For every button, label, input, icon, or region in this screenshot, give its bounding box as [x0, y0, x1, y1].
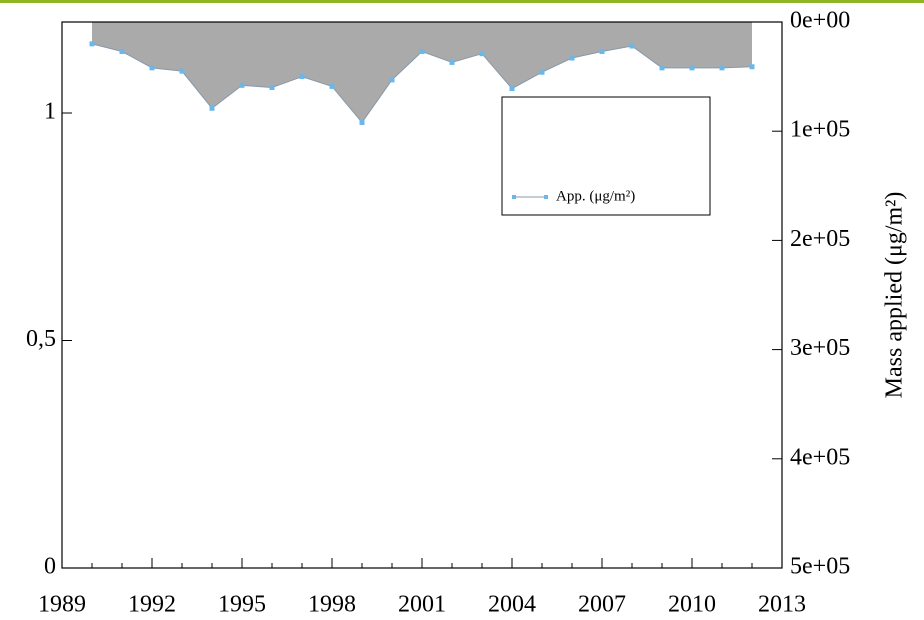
y2-axis-label: Mass applied (μg/m²) [882, 192, 908, 399]
point [749, 64, 755, 70]
y2-tick-label: 4e+05 [790, 444, 850, 470]
point [719, 65, 725, 71]
area [92, 22, 752, 123]
x-tick-label: 2013 [758, 592, 806, 618]
point [149, 65, 155, 71]
top-bar [0, 0, 924, 3]
y2-tick-label: 5e+05 [790, 554, 850, 580]
point [359, 119, 365, 125]
legend-marker [544, 195, 548, 199]
y-tick-label: 0 [44, 554, 56, 580]
point [479, 51, 485, 57]
point [569, 55, 575, 61]
y2-tick-label: 2e+05 [790, 226, 850, 252]
point [659, 65, 665, 71]
x-tick-label: 2010 [668, 592, 716, 618]
point [689, 65, 695, 71]
legend: App. (μg/m²) [501, 96, 711, 216]
point [89, 41, 95, 47]
x-tick-label: 2007 [578, 592, 626, 618]
y2-tick-label: 1e+05 [790, 117, 850, 143]
point [389, 77, 395, 83]
point [239, 82, 245, 88]
point [269, 85, 275, 91]
point [599, 48, 605, 54]
x-tick-label: 1989 [38, 592, 86, 618]
point [329, 83, 335, 89]
point [179, 68, 185, 74]
point [539, 69, 545, 75]
point [209, 105, 215, 111]
x-tick-label: 1992 [128, 592, 176, 618]
point [449, 59, 455, 65]
point [509, 86, 515, 92]
legend-marker [512, 195, 516, 199]
y2-tick-label: 3e+05 [790, 335, 850, 361]
y2-tick-label: 0e+00 [790, 8, 850, 34]
legend-label: App. (μg/m²) [556, 188, 635, 204]
x-tick-label: 1998 [308, 592, 356, 618]
point [299, 74, 305, 80]
y-tick-label: 0,5 [26, 326, 56, 352]
x-tick-label: 2001 [398, 592, 446, 618]
y-tick-label: 1 [44, 99, 56, 125]
point [419, 48, 425, 54]
x-tick-label: 1995 [218, 592, 266, 618]
x-tick-label: 2004 [488, 592, 536, 618]
point [629, 43, 635, 49]
legend-box [501, 96, 711, 216]
point [119, 48, 125, 54]
